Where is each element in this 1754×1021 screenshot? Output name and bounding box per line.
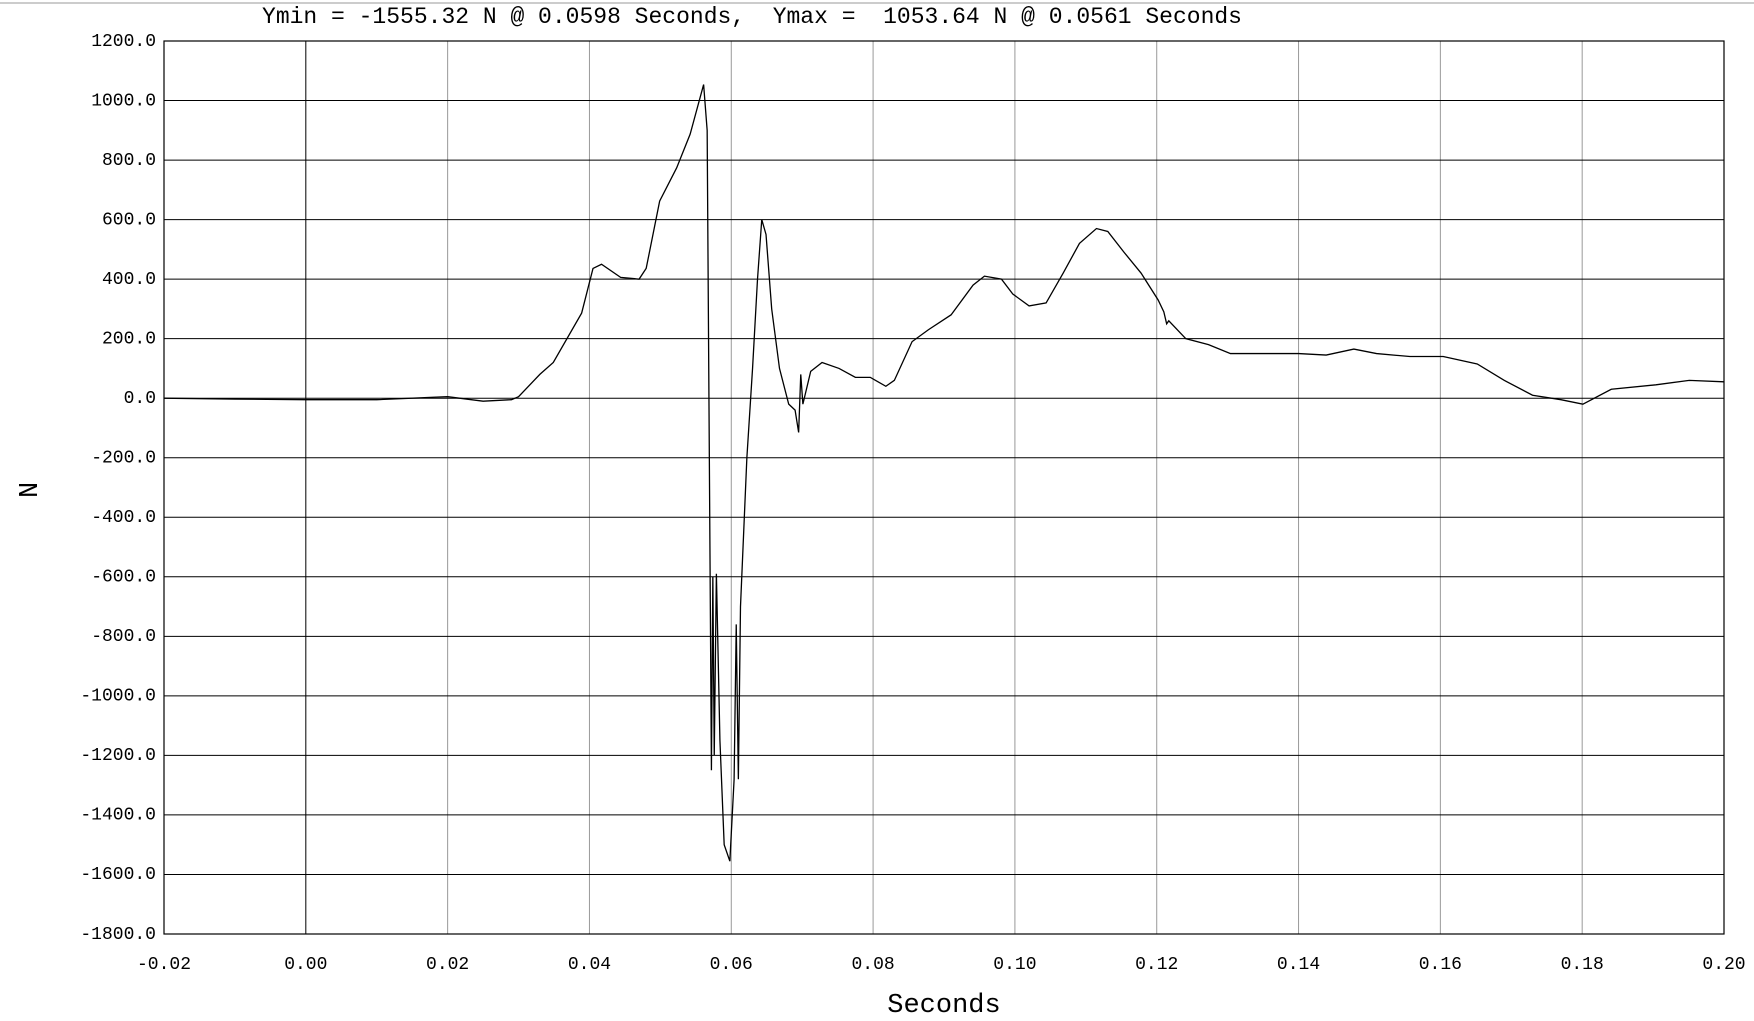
y-tick-label: -1200.0 — [80, 746, 156, 766]
y-tick-label: -800.0 — [91, 627, 156, 647]
x-tick-label: 0.14 — [1277, 955, 1320, 975]
y-tick-label: -1600.0 — [80, 865, 156, 885]
x-tick-label: 0.04 — [568, 955, 611, 975]
x-axis-title: Seconds — [887, 991, 1000, 1021]
y-axis-title: N — [10, 482, 40, 498]
x-tick-label: 0.20 — [1702, 955, 1745, 975]
x-tick-label: 0.02 — [426, 955, 469, 975]
y-tick-label: 1000.0 — [91, 91, 156, 111]
y-tick-label: 800.0 — [102, 151, 156, 171]
x-tick-label: 0.16 — [1419, 955, 1462, 975]
x-tick-label: 0.12 — [1135, 955, 1178, 975]
x-tick-label: 0.08 — [851, 955, 894, 975]
y-tick-label: -600.0 — [91, 568, 156, 588]
plot-frame — [163, 40, 1725, 935]
x-tick-label: -0.02 — [137, 955, 191, 975]
x-tick-label: 0.06 — [710, 955, 753, 975]
y-tick-label: 400.0 — [102, 270, 156, 290]
y-tick-label: -1800.0 — [80, 925, 156, 945]
y-tick-label: -1400.0 — [80, 806, 156, 826]
x-tick-label: 0.00 — [284, 955, 327, 975]
y-tick-label: 200.0 — [102, 329, 156, 349]
y-tick-label: 1200.0 — [91, 32, 156, 52]
x-tick-label: 0.18 — [1561, 955, 1604, 975]
chart-title: Ymin = -1555.32 N @ 0.0598 Seconds, Ymax… — [262, 4, 1242, 30]
y-tick-label: -200.0 — [91, 448, 156, 468]
y-tick-label: 600.0 — [102, 210, 156, 230]
data-line — [163, 84, 1725, 862]
y-tick-label: 0.0 — [124, 389, 156, 409]
x-tick-label: 0.10 — [993, 955, 1036, 975]
y-tick-label: -1000.0 — [80, 687, 156, 707]
y-tick-label: -400.0 — [91, 508, 156, 528]
